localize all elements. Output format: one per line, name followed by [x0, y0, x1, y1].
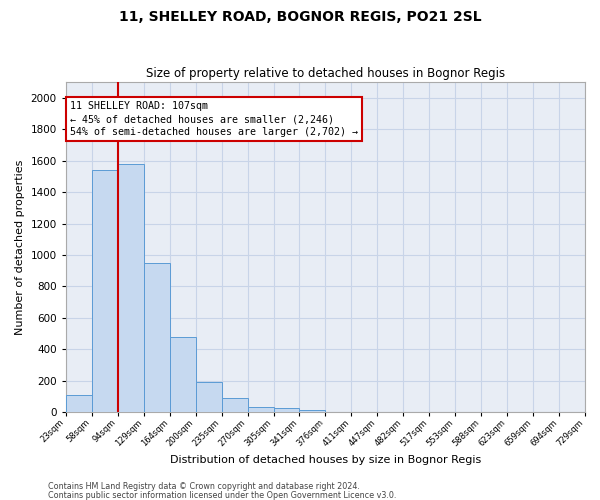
Title: Size of property relative to detached houses in Bognor Regis: Size of property relative to detached ho… — [146, 66, 505, 80]
Bar — [118, 164, 144, 412]
Bar — [196, 382, 221, 412]
Y-axis label: Number of detached properties: Number of detached properties — [15, 160, 25, 335]
Bar — [248, 406, 274, 412]
Bar — [66, 395, 92, 412]
Bar — [274, 408, 299, 412]
Bar — [144, 263, 170, 412]
Bar — [221, 398, 248, 412]
Text: Contains public sector information licensed under the Open Government Licence v3: Contains public sector information licen… — [48, 490, 397, 500]
Text: 11 SHELLEY ROAD: 107sqm
← 45% of detached houses are smaller (2,246)
54% of semi: 11 SHELLEY ROAD: 107sqm ← 45% of detache… — [70, 101, 358, 138]
X-axis label: Distribution of detached houses by size in Bognor Regis: Distribution of detached houses by size … — [170, 455, 481, 465]
Text: Contains HM Land Registry data © Crown copyright and database right 2024.: Contains HM Land Registry data © Crown c… — [48, 482, 360, 491]
Bar — [299, 410, 325, 412]
Text: 11, SHELLEY ROAD, BOGNOR REGIS, PO21 2SL: 11, SHELLEY ROAD, BOGNOR REGIS, PO21 2SL — [119, 10, 481, 24]
Bar — [92, 170, 118, 412]
Bar — [170, 336, 196, 412]
